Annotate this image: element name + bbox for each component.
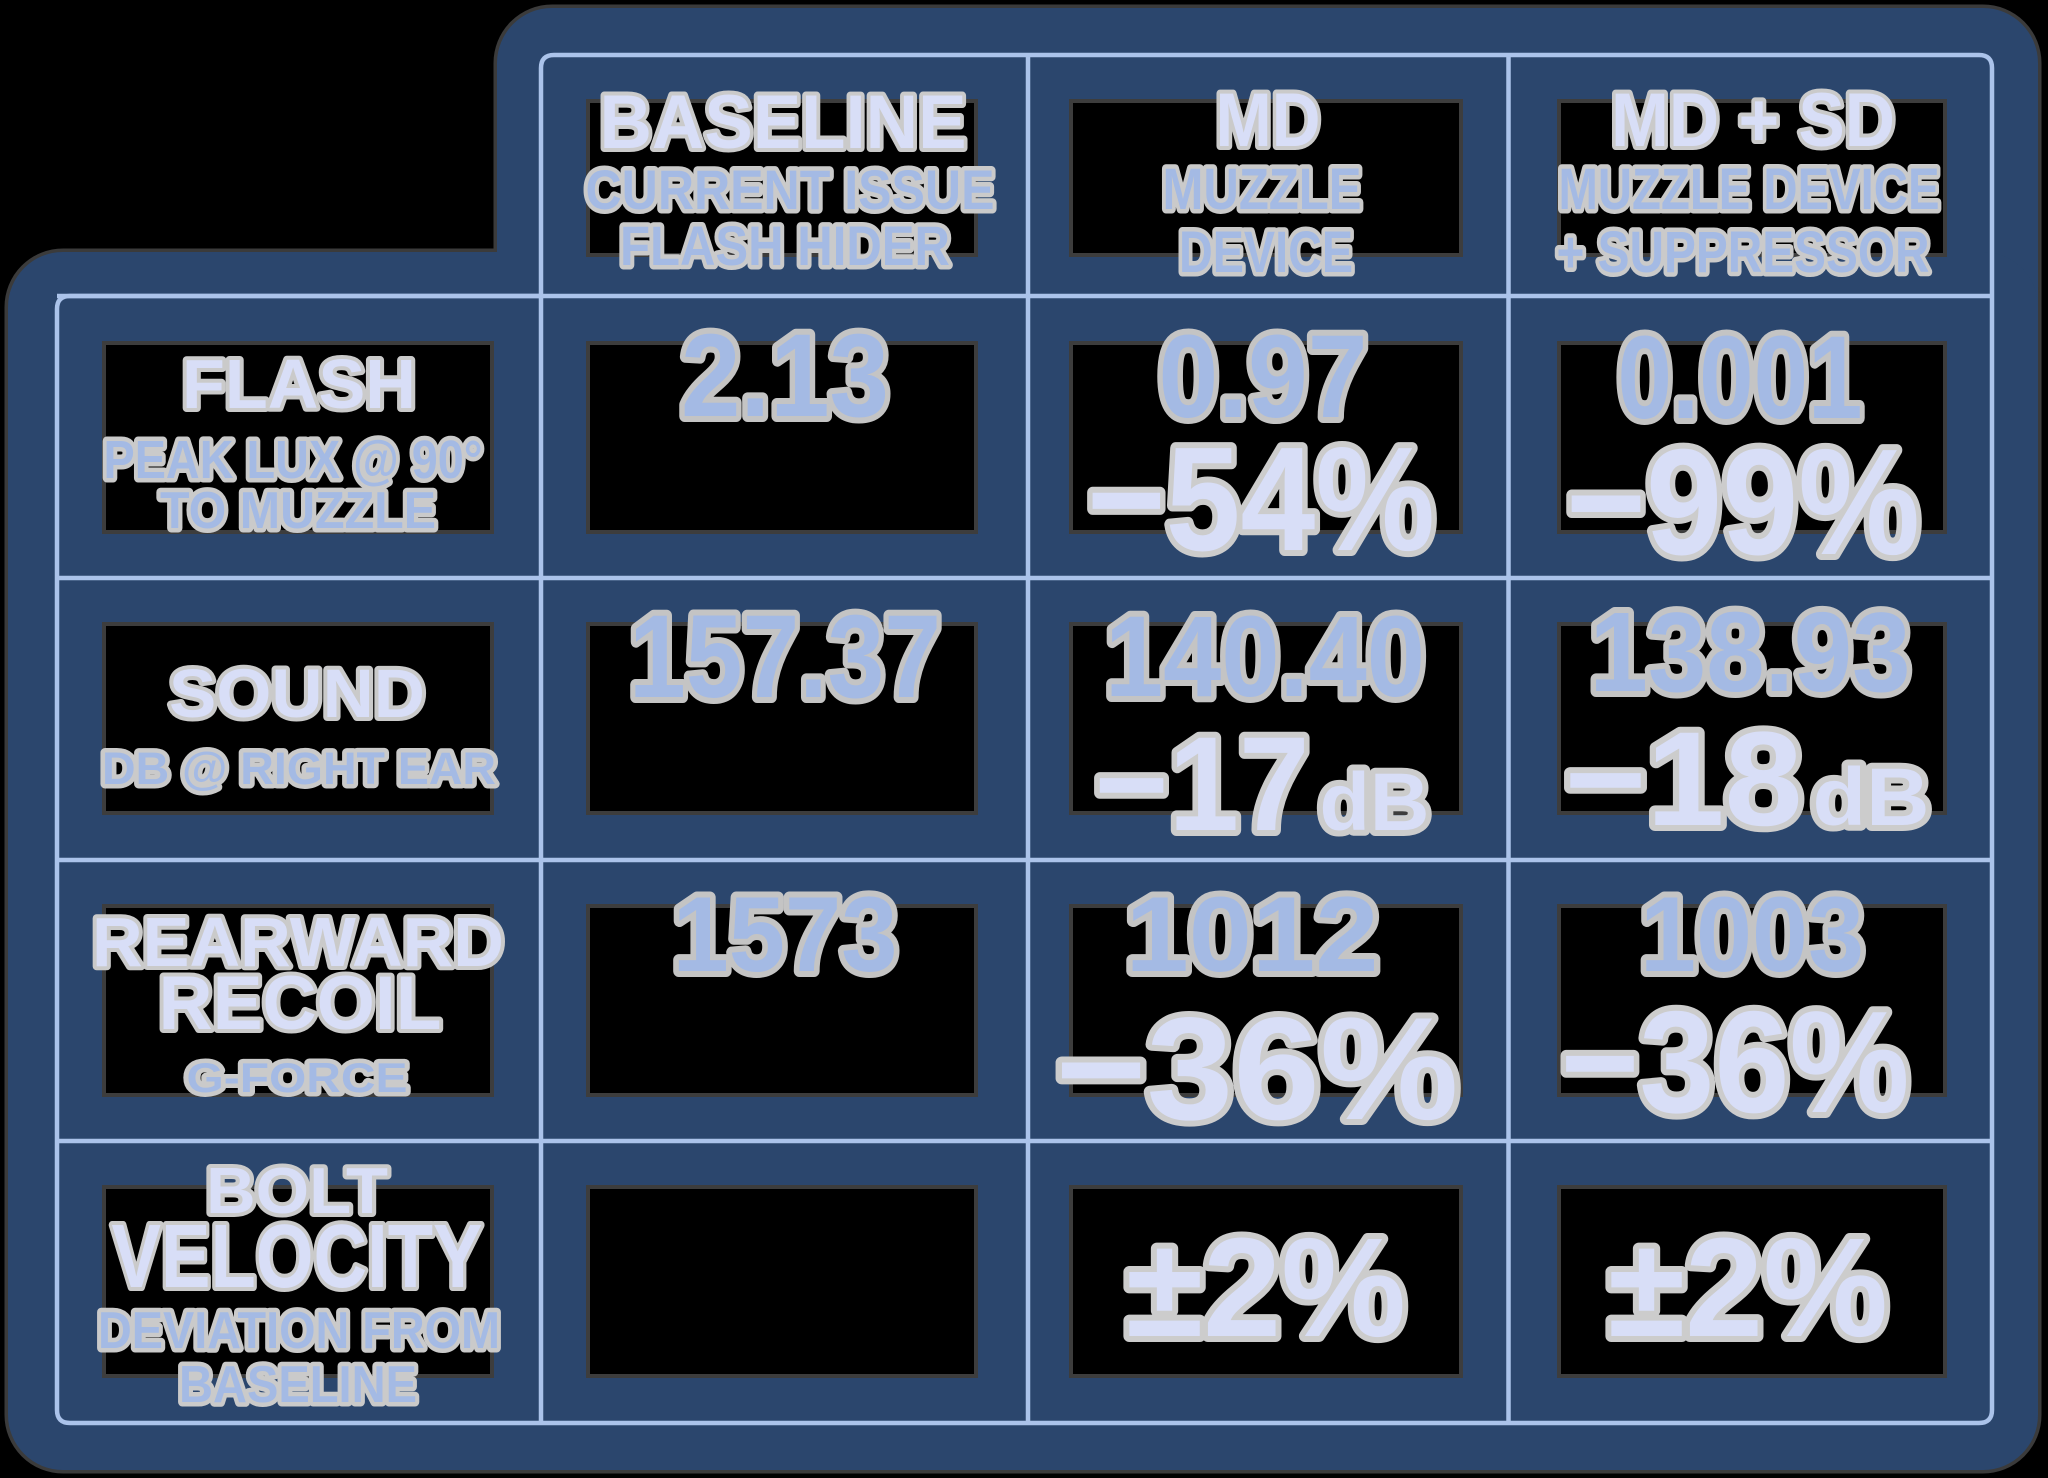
svg-text:MUZZLE: MUZZLE — [1163, 157, 1362, 222]
svg-text:−54%: −54% — [1087, 417, 1435, 582]
svg-text:DEVIATION FROM: DEVIATION FROM — [98, 1302, 500, 1360]
svg-text:140.40: 140.40 — [1105, 593, 1425, 721]
svg-text:VELOCITY: VELOCITY — [112, 1207, 483, 1307]
svg-text:1012: 1012 — [1126, 874, 1379, 994]
svg-text:PEAK LUX @ 90°: PEAK LUX @ 90° — [104, 430, 483, 490]
svg-text:REARWARD: REARWARD — [92, 903, 504, 981]
svg-text:138.93: 138.93 — [1590, 589, 1911, 715]
svg-text:BASELINE: BASELINE — [179, 1356, 417, 1414]
svg-text:RECOIL: RECOIL — [159, 961, 442, 1046]
svg-text:DB @ RIGHT EAR: DB @ RIGHT EAR — [102, 743, 496, 794]
svg-text:±2%: ±2% — [1608, 1208, 1888, 1366]
svg-text:TO MUZZLE: TO MUZZLE — [160, 482, 436, 540]
svg-text:−36%: −36% — [1056, 987, 1459, 1150]
svg-text:157.37: 157.37 — [629, 591, 941, 723]
svg-text:−36%: −36% — [1561, 981, 1910, 1143]
svg-text:CURRENT ISSUE: CURRENT ISSUE — [586, 158, 995, 221]
svg-text:−99%: −99% — [1566, 417, 1920, 586]
svg-text:SOUND: SOUND — [169, 655, 425, 732]
svg-text:FLASH HIDER: FLASH HIDER — [620, 214, 950, 277]
svg-text:BASELINE: BASELINE — [600, 80, 967, 165]
svg-text:G-FORCE: G-FORCE — [187, 1054, 408, 1101]
svg-text:+ SUPPRESSOR: + SUPPRESSOR — [1557, 220, 1930, 285]
svg-text:±2%: ±2% — [1126, 1208, 1406, 1366]
svg-text:MD: MD — [1216, 78, 1321, 163]
svg-text:1573: 1573 — [673, 874, 898, 994]
svg-text:0.97: 0.97 — [1159, 311, 1368, 443]
svg-text:1003: 1003 — [1640, 874, 1864, 994]
svg-text:2.13: 2.13 — [681, 310, 889, 442]
svg-text:MUZZLE DEVICE: MUZZLE DEVICE — [1559, 157, 1940, 222]
svg-text:FLASH: FLASH — [182, 345, 416, 423]
svg-text:MD + SD: MD + SD — [1611, 78, 1895, 163]
svg-text:DEVICE: DEVICE — [1179, 220, 1353, 285]
svg-text:BOLT: BOLT — [206, 1154, 388, 1227]
svg-text:0.001: 0.001 — [1618, 312, 1863, 444]
